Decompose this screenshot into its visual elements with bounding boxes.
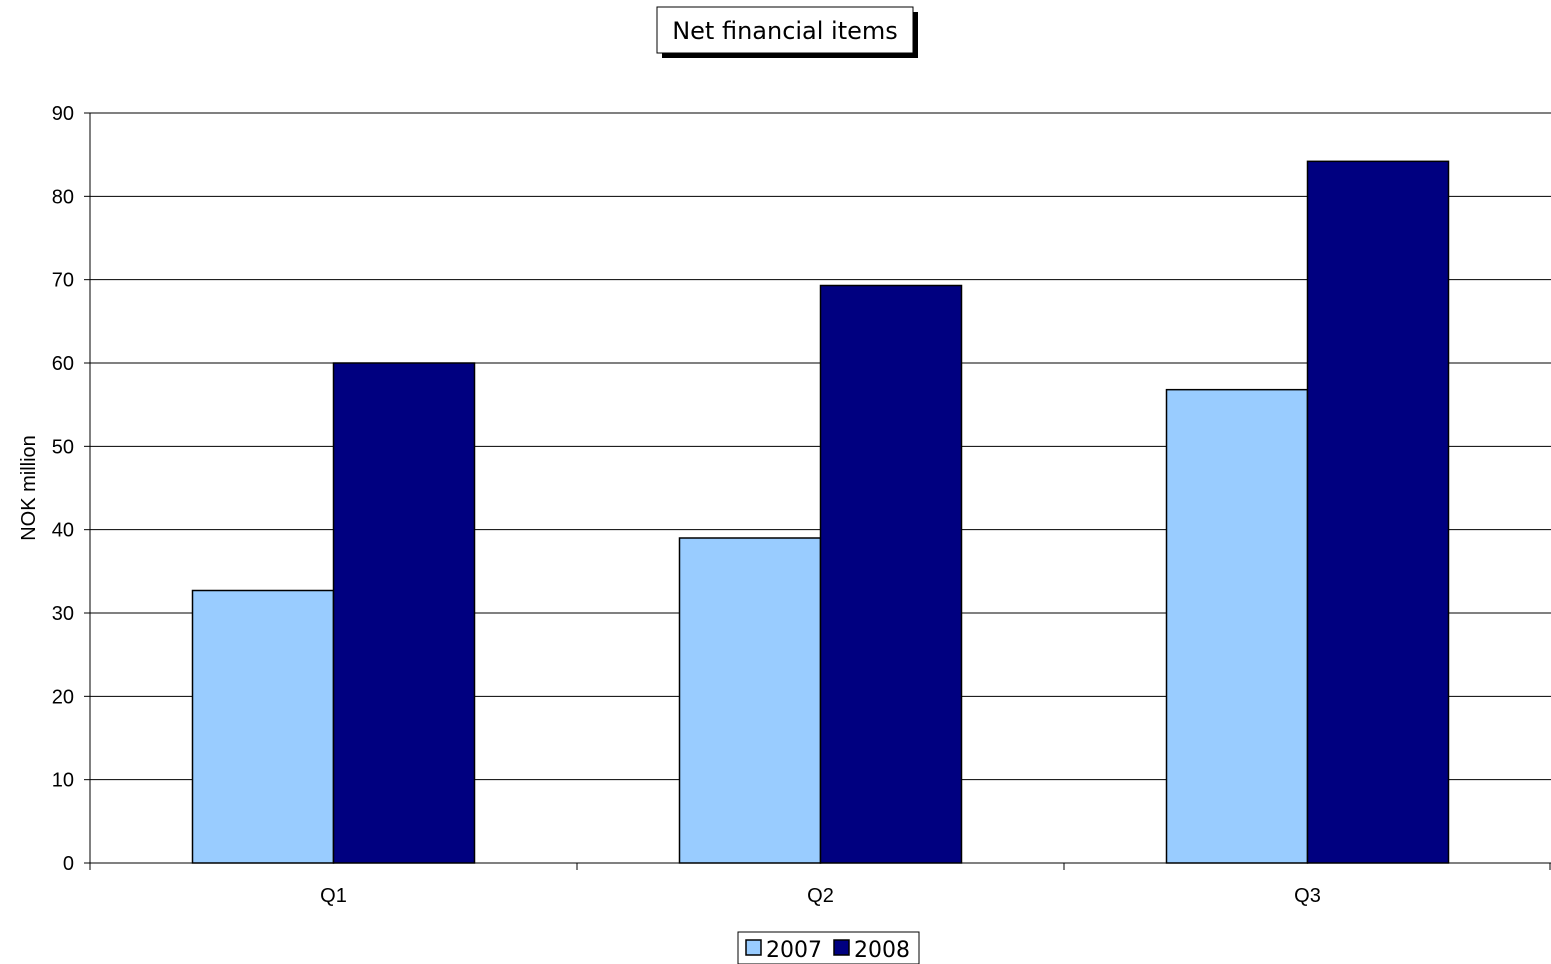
legend-box [737,931,920,964]
x-axis-ticks: Q1 Q2 Q3 [89,863,1551,907]
bars [191,160,1450,864]
x-tick-label: Q1 [320,885,347,907]
legend-swatch-2008 [833,939,850,956]
y-tick-label: 40 [52,520,74,542]
legend-label-2008: 2008 [854,938,910,963]
y-tick-label: 0 [63,853,74,875]
y-tick-label: 10 [52,770,74,792]
chart-title: Net financial items [672,17,898,45]
y-tick-label: 20 [52,686,74,708]
y-tick-label: 80 [52,186,74,208]
axes [89,113,1551,864]
x-tick-label: Q3 [1294,885,1321,907]
x-tick-label: Q2 [807,885,834,907]
bar-2008-Q1 [332,362,476,864]
bar-2008-Q3 [1306,160,1450,864]
bar-2007-Q3 [1165,388,1309,864]
bar-2007-Q1 [191,589,335,864]
y-axis-ticks: 0 10 20 30 40 50 60 70 80 90 [52,103,90,875]
y-axis-title: NOK million [18,435,40,541]
y-tick-label: 60 [52,353,74,375]
legend: 2007 2008 [737,931,920,964]
legend-label-2007: 2007 [766,938,822,963]
y-tick-label: 90 [52,103,74,125]
bar-2007-Q2 [678,537,822,864]
bar-2008-Q2 [819,284,963,864]
y-tick-label: 70 [52,270,74,292]
legend-swatch-2007 [745,939,762,956]
chart-title-box: Net financial items [656,6,918,58]
y-tick-label: 30 [52,603,74,625]
y-tick-label: 50 [52,436,74,458]
